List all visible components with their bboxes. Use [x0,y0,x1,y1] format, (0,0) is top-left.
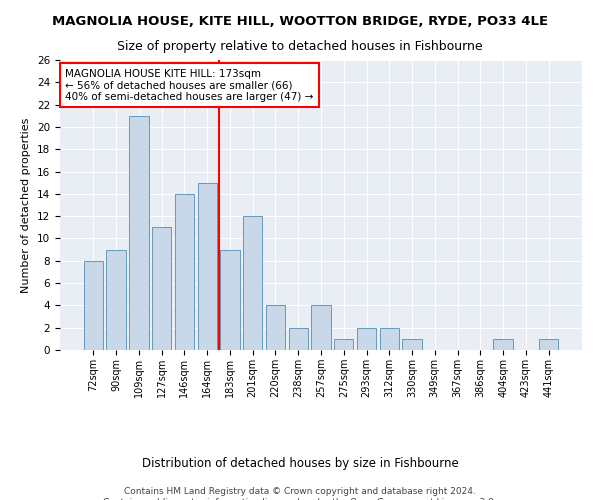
Bar [243,216,262,350]
Bar [152,228,172,350]
Bar [539,339,558,350]
Bar [311,306,331,350]
Text: Distribution of detached houses by size in Fishbourne: Distribution of detached houses by size … [142,458,458,470]
Text: Size of property relative to detached houses in Fishbourne: Size of property relative to detached ho… [117,40,483,53]
Bar [289,328,308,350]
Bar [106,250,126,350]
Text: MAGNOLIA HOUSE KITE HILL: 173sqm
← 56% of detached houses are smaller (66)
40% o: MAGNOLIA HOUSE KITE HILL: 173sqm ← 56% o… [65,68,314,102]
Text: MAGNOLIA HOUSE, KITE HILL, WOOTTON BRIDGE, RYDE, PO33 4LE: MAGNOLIA HOUSE, KITE HILL, WOOTTON BRIDG… [52,15,548,28]
Bar [197,182,217,350]
Bar [380,328,399,350]
Bar [175,194,194,350]
Bar [84,261,103,350]
Bar [403,339,422,350]
Bar [357,328,376,350]
Bar [266,306,285,350]
Bar [334,339,353,350]
Bar [129,116,149,350]
Bar [493,339,513,350]
Y-axis label: Number of detached properties: Number of detached properties [22,118,31,292]
Bar [220,250,239,350]
Text: Contains HM Land Registry data © Crown copyright and database right 2024.
Contai: Contains HM Land Registry data © Crown c… [103,488,497,500]
